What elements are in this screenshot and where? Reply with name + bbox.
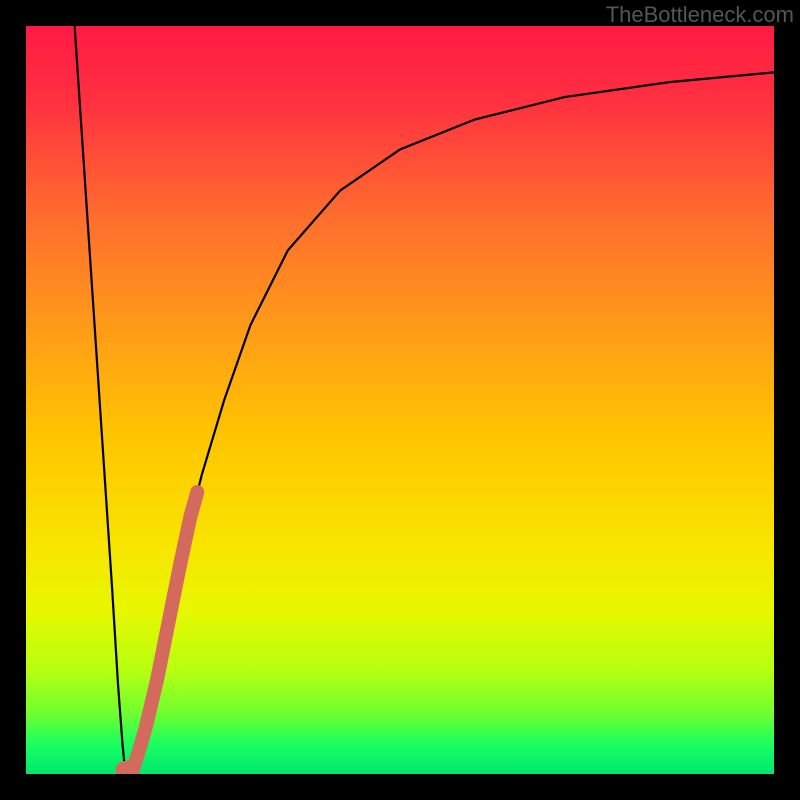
plot-background bbox=[26, 26, 774, 774]
bottleneck-chart bbox=[0, 0, 800, 800]
chart-frame: TheBottleneck.com bbox=[0, 0, 800, 800]
dip-marker bbox=[121, 766, 134, 773]
